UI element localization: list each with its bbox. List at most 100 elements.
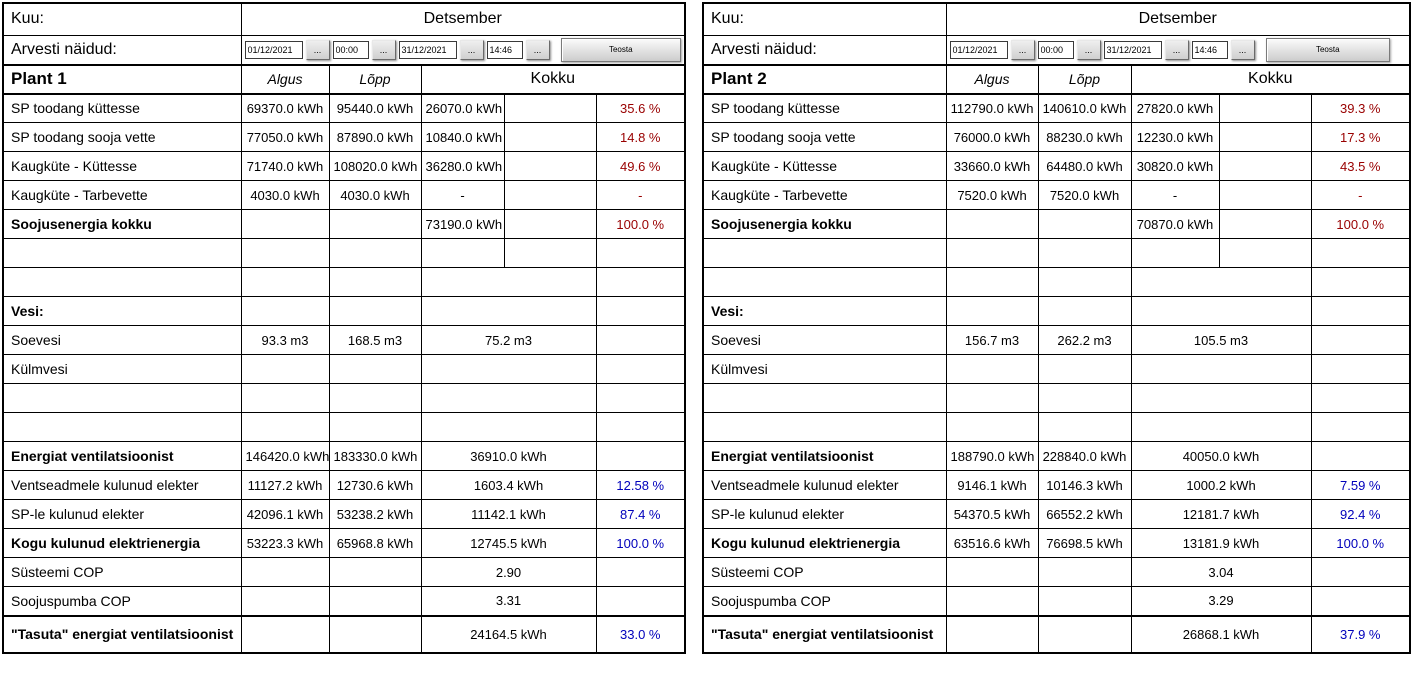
lopp-value: 53238.2 kWh <box>328 499 422 529</box>
kokku-value <box>420 267 597 297</box>
percent-value <box>595 325 686 355</box>
algus-value <box>945 209 1039 239</box>
start-time-picker-button[interactable]: ... <box>371 39 396 60</box>
lopp-value <box>1037 383 1132 413</box>
row-label: Külmvesi <box>702 354 947 384</box>
start-time-input[interactable] <box>332 40 369 59</box>
end-date-input[interactable] <box>1103 40 1162 59</box>
table-row: Süsteemi COP 3.04 <box>702 557 1411 587</box>
column-header-lopp: Lõpp <box>328 64 422 95</box>
table-row: Süsteemi COP 2.90 <box>2 557 686 587</box>
end-time-input[interactable] <box>1191 40 1228 59</box>
start-date-picker-button[interactable]: ... <box>305 39 330 60</box>
execute-button[interactable]: Teosta <box>560 37 682 62</box>
table-row: Soevesi 93.3 m3 168.5 m3 75.2 m3 <box>2 325 686 355</box>
row-label: Kogu kulunud elektrienergia <box>702 528 947 558</box>
table-row <box>2 267 686 297</box>
row-label <box>702 383 947 413</box>
row-label: Vesi: <box>702 296 947 326</box>
row-label: Soojusenergia kokku <box>2 209 242 239</box>
execute-button[interactable]: Teosta <box>1265 37 1391 62</box>
start-time-input[interactable] <box>1037 40 1074 59</box>
percent-value: 43.5 % <box>1310 151 1411 181</box>
kokku-spacer <box>1218 151 1312 181</box>
percent-value: 87.4 % <box>595 499 686 529</box>
percent-value: 49.6 % <box>595 151 686 181</box>
end-time-picker-button[interactable]: ... <box>1230 39 1255 60</box>
row-label: Kaugküte - Küttesse <box>2 151 242 181</box>
start-date-input[interactable] <box>949 40 1008 59</box>
row-label: Energiat ventilatsioonist <box>2 441 242 471</box>
algus-value: 53223.3 kWh <box>240 528 330 558</box>
algus-value <box>240 412 330 442</box>
algus-value: 9146.1 kWh <box>945 470 1039 500</box>
date-range-controls: ... ... ... ... Teosta <box>949 37 1407 62</box>
percent-value: 37.9 % <box>1310 614 1411 653</box>
algus-value: 77050.0 kWh <box>240 122 330 152</box>
row-label <box>702 267 947 297</box>
start-time-picker-button[interactable]: ... <box>1076 39 1101 60</box>
lopp-value <box>328 383 422 413</box>
kokku-value: - <box>1130 180 1220 210</box>
row-label <box>2 267 242 297</box>
meter-readings-label: Arvesti näidud: <box>702 34 947 66</box>
row-label <box>2 238 242 268</box>
lopp-value <box>1037 238 1132 268</box>
column-header-row: Plant 1 Algus Lõpp Kokku <box>2 64 686 95</box>
column-header-kokku: Kokku <box>420 64 686 95</box>
start-date-picker-button[interactable]: ... <box>1010 39 1035 60</box>
kokku-value: 36910.0 kWh <box>420 441 597 471</box>
kokku-value: 26070.0 kWh <box>420 93 505 123</box>
table-row: Energiat ventilatsioonist 188790.0 kWh 228… <box>702 441 1411 471</box>
algus-value <box>240 296 330 326</box>
table-row: Energiat ventilatsioonist 146420.0 kWh 183… <box>2 441 686 471</box>
table-row <box>2 238 686 268</box>
row-label: Kaugküte - Tarbevette <box>702 180 947 210</box>
algus-value: 11127.2 kWh <box>240 470 330 500</box>
table-row: Kaugküte - Küttesse 33660.0 kWh 64480.0 kW… <box>702 151 1411 181</box>
kokku-value: - <box>420 180 505 210</box>
percent-value <box>595 296 686 326</box>
row-label: Energiat ventilatsioonist <box>702 441 947 471</box>
end-date-input[interactable] <box>398 40 457 59</box>
lopp-value: 65968.8 kWh <box>328 528 422 558</box>
kokku-value <box>420 383 597 413</box>
kokku-value: 1603.4 kWh <box>420 470 597 500</box>
kokku-value <box>420 354 597 384</box>
date-range-cell: ... ... ... ... Teosta <box>240 34 686 66</box>
row-label: SP-le kulunud elekter <box>702 499 947 529</box>
kokku-value: 30820.0 kWh <box>1130 151 1220 181</box>
kokku-value: 13181.9 kWh <box>1130 528 1312 558</box>
end-time-picker-button[interactable]: ... <box>525 39 550 60</box>
percent-value: 17.3 % <box>1310 122 1411 152</box>
lopp-value <box>1037 354 1132 384</box>
percent-value: 100.0 % <box>1310 528 1411 558</box>
start-date-input[interactable] <box>244 40 303 59</box>
kokku-value: 105.5 m3 <box>1130 325 1312 355</box>
end-date-picker-button[interactable]: ... <box>459 39 484 60</box>
month-label: Kuu: <box>702 2 947 36</box>
kokku-value: 2.90 <box>420 557 597 587</box>
table-row: Soojuspumba COP 3.29 <box>702 586 1411 616</box>
lopp-value: 10146.3 kWh <box>1037 470 1132 500</box>
lopp-value <box>1037 557 1132 587</box>
end-date-picker-button[interactable]: ... <box>1164 39 1189 60</box>
table-row: Ventseadmele kulunud elekter 9146.1 kWh 10… <box>702 470 1411 500</box>
row-label: Vesi: <box>2 296 242 326</box>
algus-value <box>945 267 1039 297</box>
date-range-cell: ... ... ... ... Teosta <box>945 34 1411 66</box>
kokku-value: 3.31 <box>420 586 597 616</box>
table-row <box>702 267 1411 297</box>
row-label <box>702 412 947 442</box>
row-label: Kaugküte - Tarbevette <box>2 180 242 210</box>
row-label: SP toodang sooja vette <box>702 122 947 152</box>
end-time-input[interactable] <box>486 40 523 59</box>
row-label: Külmvesi <box>2 354 242 384</box>
table-row <box>702 412 1411 442</box>
kokku-spacer <box>1218 180 1312 210</box>
lopp-value <box>1037 614 1132 653</box>
table-row <box>2 383 686 413</box>
lopp-value <box>328 238 422 268</box>
kokku-value <box>1130 383 1312 413</box>
